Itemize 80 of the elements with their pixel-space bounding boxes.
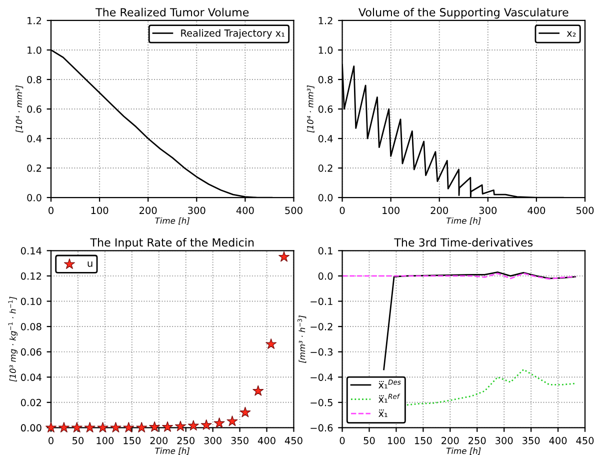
x-tick-label: 300 [496, 436, 513, 444]
y-axis-title: [mm³ · h$^{−3}$] [298, 315, 306, 363]
y-tick-label: 0.00 [20, 424, 42, 432]
y-tick-label: −0.2 [310, 323, 332, 330]
x-tick-label: 0 [48, 436, 54, 444]
legend-label: x⃛₁ [378, 410, 388, 417]
x-tick-label: 300 [188, 206, 206, 214]
y-tick-label: −0.3 [310, 348, 332, 356]
legend-label: Realized Trajectory x₁ [181, 29, 284, 39]
y-tick-label: 0.2 [318, 164, 332, 172]
x-tick-label: 400 [236, 206, 254, 214]
x-axis-title: Time [h] [155, 217, 190, 225]
y-tick-label: 1.2 [318, 16, 332, 24]
x-tick-label: 300 [479, 206, 497, 214]
y-tick-label: 0.8 [318, 76, 333, 84]
x-tick-label: 300 [204, 436, 222, 444]
y-tick-label: −0.1 [310, 298, 332, 306]
x-tick-label: 100 [96, 436, 114, 444]
x-tick-label: 100 [382, 206, 400, 214]
y-tick-label: 0.8 [27, 76, 42, 84]
y-tick-label: 1.0 [28, 46, 42, 54]
x-tick-label: 200 [150, 436, 168, 444]
y-tick-label: 0.0 [318, 272, 333, 280]
y-tick-label: 0.4 [27, 134, 42, 142]
y-axis-title: [10⁴ · mm³] [16, 85, 24, 133]
x-tick-label: 0 [340, 436, 345, 444]
y-tick-label: 0.08 [20, 323, 42, 330]
chart-title: The Realized Tumor Volume [95, 8, 249, 16]
x-tick-label: 200 [140, 206, 157, 214]
x-tick-label: 0 [48, 206, 54, 214]
x-tick-label: 350 [231, 436, 248, 444]
legend-label: x⃛₁$^{Des}$ [378, 380, 401, 388]
chart-title: Volume of the Supporting Vasculature [358, 8, 568, 19]
x-axis-title: Time [h] [155, 448, 190, 455]
y-tick-label: 0.06 [20, 348, 42, 356]
x-tick-label: 50 [364, 436, 375, 444]
y-tick-label: −0.5 [310, 398, 332, 406]
y-tick-label: 1.0 [318, 46, 333, 54]
x-tick-label: 0 [340, 206, 345, 214]
chart-title: The Input Rate of the Medicin [90, 238, 254, 249]
y-tick-label: 0.0 [318, 194, 333, 202]
x-tick-label: 400 [549, 436, 567, 444]
x-tick-label: 200 [442, 436, 459, 444]
y-tick-label: 0.10 [20, 298, 42, 306]
x-tick-label: 50 [72, 436, 84, 444]
x-tick-label: 500 [285, 206, 302, 214]
legend-label: x⃛₁$^{Ref}$ [378, 394, 400, 403]
y-tick-label: 0.1 [318, 247, 332, 254]
x-tick-label: 150 [124, 436, 141, 444]
y-tick-label: 0.04 [20, 374, 42, 381]
x-tick-label: 400 [258, 436, 276, 444]
y-tick-label: 0.14 [20, 247, 42, 254]
x-tick-label: 500 [576, 206, 594, 214]
x-tick-label: 150 [414, 436, 432, 444]
y-tick-label: 1.2 [28, 16, 41, 24]
legend-label: u [88, 261, 92, 267]
y-tick-label: 0.6 [318, 105, 333, 113]
y-tick-label: 0.4 [318, 134, 333, 142]
y-tick-label: −0.6 [310, 424, 333, 432]
x-tick-label: 450 [576, 436, 594, 444]
x-tick-label: 100 [388, 436, 405, 444]
y-tick-label: 0.12 [20, 272, 41, 280]
legend-label: x₂ [566, 31, 576, 37]
x-axis-title: Time [h] [446, 448, 481, 455]
x-axis-title: Time [h] [446, 217, 481, 225]
x-tick-label: 450 [284, 436, 302, 444]
y-tick-label: 0.0 [27, 194, 42, 202]
y-tick-label: 0.6 [27, 105, 42, 113]
y-tick-label: −0.4 [310, 374, 333, 381]
chart-title: The 3rd Time-derivatives [394, 238, 533, 247]
x-tick-label: 200 [430, 206, 448, 214]
x-tick-label: 350 [522, 436, 540, 444]
y-tick-label: 0.2 [27, 164, 41, 172]
y-axis-title: [10³ mg · kg$^{−1}$ · h$^{−1}$] [8, 296, 18, 382]
y-axis-title: [10⁴ · mm³] [306, 85, 314, 133]
y-tick-label: 0.02 [20, 398, 41, 406]
x-tick-label: 100 [91, 206, 108, 214]
x-tick-label: 250 [468, 436, 486, 444]
x-tick-label: 400 [528, 206, 546, 214]
x-tick-label: 250 [177, 436, 194, 444]
